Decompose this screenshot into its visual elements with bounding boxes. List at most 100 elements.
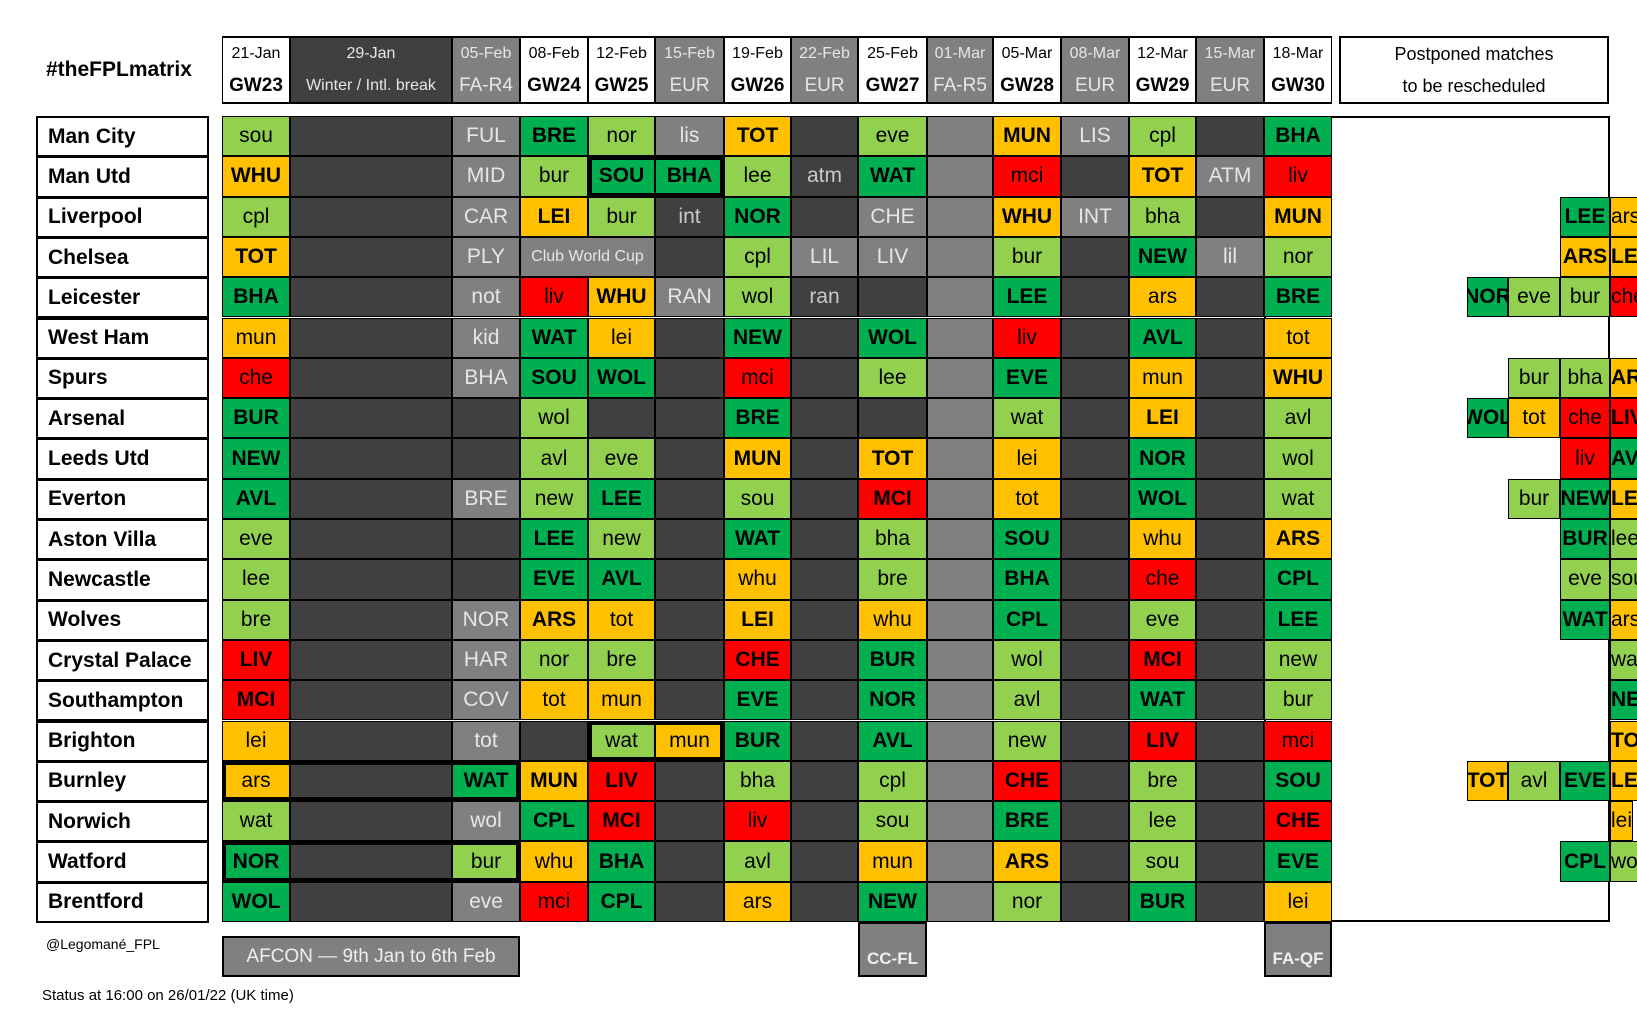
fixture-cell: bre xyxy=(222,599,290,640)
fixture-cell: bha xyxy=(1129,196,1196,237)
fixture-cell: wol xyxy=(724,277,791,318)
fixture-cell xyxy=(927,680,993,721)
fixture-cell: SOU xyxy=(993,519,1061,560)
fixture-cell xyxy=(655,519,724,560)
fixture-cell: wat xyxy=(588,720,655,761)
fixture-cell: BRE xyxy=(520,116,588,157)
column-date: 19-Feb xyxy=(724,36,791,70)
fixture-cell: MUN xyxy=(724,438,791,479)
fixture-cell: whu xyxy=(724,559,791,600)
fixture-cell xyxy=(655,398,724,439)
team-name: Aston Villa xyxy=(36,519,209,561)
fixture-cell: BRE xyxy=(452,478,520,519)
fixture-cell: FUL xyxy=(452,116,520,157)
fixture-cell xyxy=(1196,720,1264,761)
fixture-cell xyxy=(290,196,452,237)
postponed-header: Postponed matches to be rescheduled xyxy=(1339,36,1609,104)
fixture-cell xyxy=(290,720,452,761)
fixture-cell xyxy=(1196,559,1264,600)
fixture-cell xyxy=(290,519,452,560)
fixture-cell xyxy=(1061,438,1129,479)
fixture-cell: Club World Cup xyxy=(520,236,655,278)
fixture-cell xyxy=(1196,398,1264,439)
fixture-cell xyxy=(927,639,993,681)
team-name: Man City xyxy=(36,116,209,158)
fixture-cell: CHE xyxy=(858,196,927,237)
postponed-fixture: che xyxy=(1610,277,1637,318)
column-date: 08-Feb xyxy=(520,36,588,70)
fixture-cell xyxy=(588,398,655,439)
fixture-cell: eve xyxy=(452,881,520,922)
fixture-cell xyxy=(1196,801,1264,842)
fixture-cell: lei xyxy=(993,438,1061,479)
fixture-cell: LEI xyxy=(1129,398,1196,439)
column-label: EUR xyxy=(655,70,724,104)
team-name: Liverpool xyxy=(36,196,209,238)
postponed-fixture: bur xyxy=(1508,357,1560,399)
fixture-cell: CPL xyxy=(993,599,1061,640)
fixture-cell xyxy=(452,398,520,439)
fixture-cell: LIV xyxy=(858,236,927,278)
fixture-cell: bur xyxy=(588,196,655,237)
fixture-cell: WOL xyxy=(588,357,655,399)
column-date: 18-Mar xyxy=(1264,36,1332,70)
fixture-cell: bur xyxy=(452,841,520,882)
fixture-cell xyxy=(290,639,452,681)
fixture-cell: cpl xyxy=(222,196,290,237)
postponed-header-line2: to be rescheduled xyxy=(1402,76,1546,96)
fixture-cell: NOR xyxy=(724,196,791,237)
fixture-cell: mun xyxy=(588,680,655,721)
fixture-cell: CHE xyxy=(1264,801,1332,842)
fixture-cell xyxy=(1196,277,1264,318)
fixture-cell xyxy=(290,559,452,600)
fixture-cell: WAT xyxy=(520,317,588,358)
fixture-cell xyxy=(1196,519,1264,560)
fixture-cell: MID xyxy=(452,156,520,197)
fixture-cell xyxy=(1196,760,1264,802)
team-name: Everton xyxy=(36,478,209,520)
fixture-cell xyxy=(1196,599,1264,640)
fixture-cell: new xyxy=(993,720,1061,761)
column-label: GW29 xyxy=(1129,70,1196,104)
fixture-cell xyxy=(290,236,452,278)
column-date: 05-Mar xyxy=(993,36,1061,70)
fixture-cell: HAR xyxy=(452,639,520,681)
fixture-cell xyxy=(1061,519,1129,560)
fixture-cell: COV xyxy=(452,680,520,721)
fixture-cell xyxy=(927,599,993,640)
fixture-cell: avl xyxy=(993,680,1061,721)
fixture-cell: bre xyxy=(1129,760,1196,802)
fixture-cell: INT xyxy=(1061,196,1129,237)
fixture-cell: nor xyxy=(588,116,655,157)
fixture-cell: CPL xyxy=(588,881,655,922)
fixture-cell: tot xyxy=(588,599,655,640)
fixture-cell xyxy=(1196,881,1264,922)
fixture-cell: wat xyxy=(1264,478,1332,519)
fixture-cell: liv xyxy=(1264,156,1332,197)
fixture-cell: LEE xyxy=(1264,599,1332,640)
fixture-cell xyxy=(1061,720,1129,761)
fixture-cell: MUN xyxy=(520,760,588,802)
fixture-cell xyxy=(791,841,858,882)
fixture-cell: MUN xyxy=(1264,196,1332,237)
fixture-cell xyxy=(1061,317,1129,358)
fixture-cell: MUN xyxy=(993,116,1061,157)
fixture-cell xyxy=(1196,116,1264,157)
fixture-cell xyxy=(791,599,858,640)
postponed-fixture: ars xyxy=(1610,196,1637,237)
fixture-cell: sou xyxy=(724,478,791,519)
postponed-fixture: WOL xyxy=(1467,398,1508,439)
fixture-cell: lei xyxy=(588,317,655,358)
fixture-cell: wol xyxy=(452,801,520,842)
fixture-cell xyxy=(655,438,724,479)
column-label: GW24 xyxy=(520,70,588,104)
postponed-fixture: bur xyxy=(1560,277,1610,318)
fixture-cell: SOU xyxy=(520,357,588,399)
fa-qf-label: FA-QF xyxy=(1264,922,1332,977)
fixture-cell: whu xyxy=(858,599,927,640)
column-date: 15-Mar xyxy=(1196,36,1264,70)
fixture-cell: mci xyxy=(520,881,588,922)
fixture-cell: wol xyxy=(1264,438,1332,479)
fixture-cell xyxy=(655,599,724,640)
fixture-cell: bha xyxy=(858,519,927,560)
